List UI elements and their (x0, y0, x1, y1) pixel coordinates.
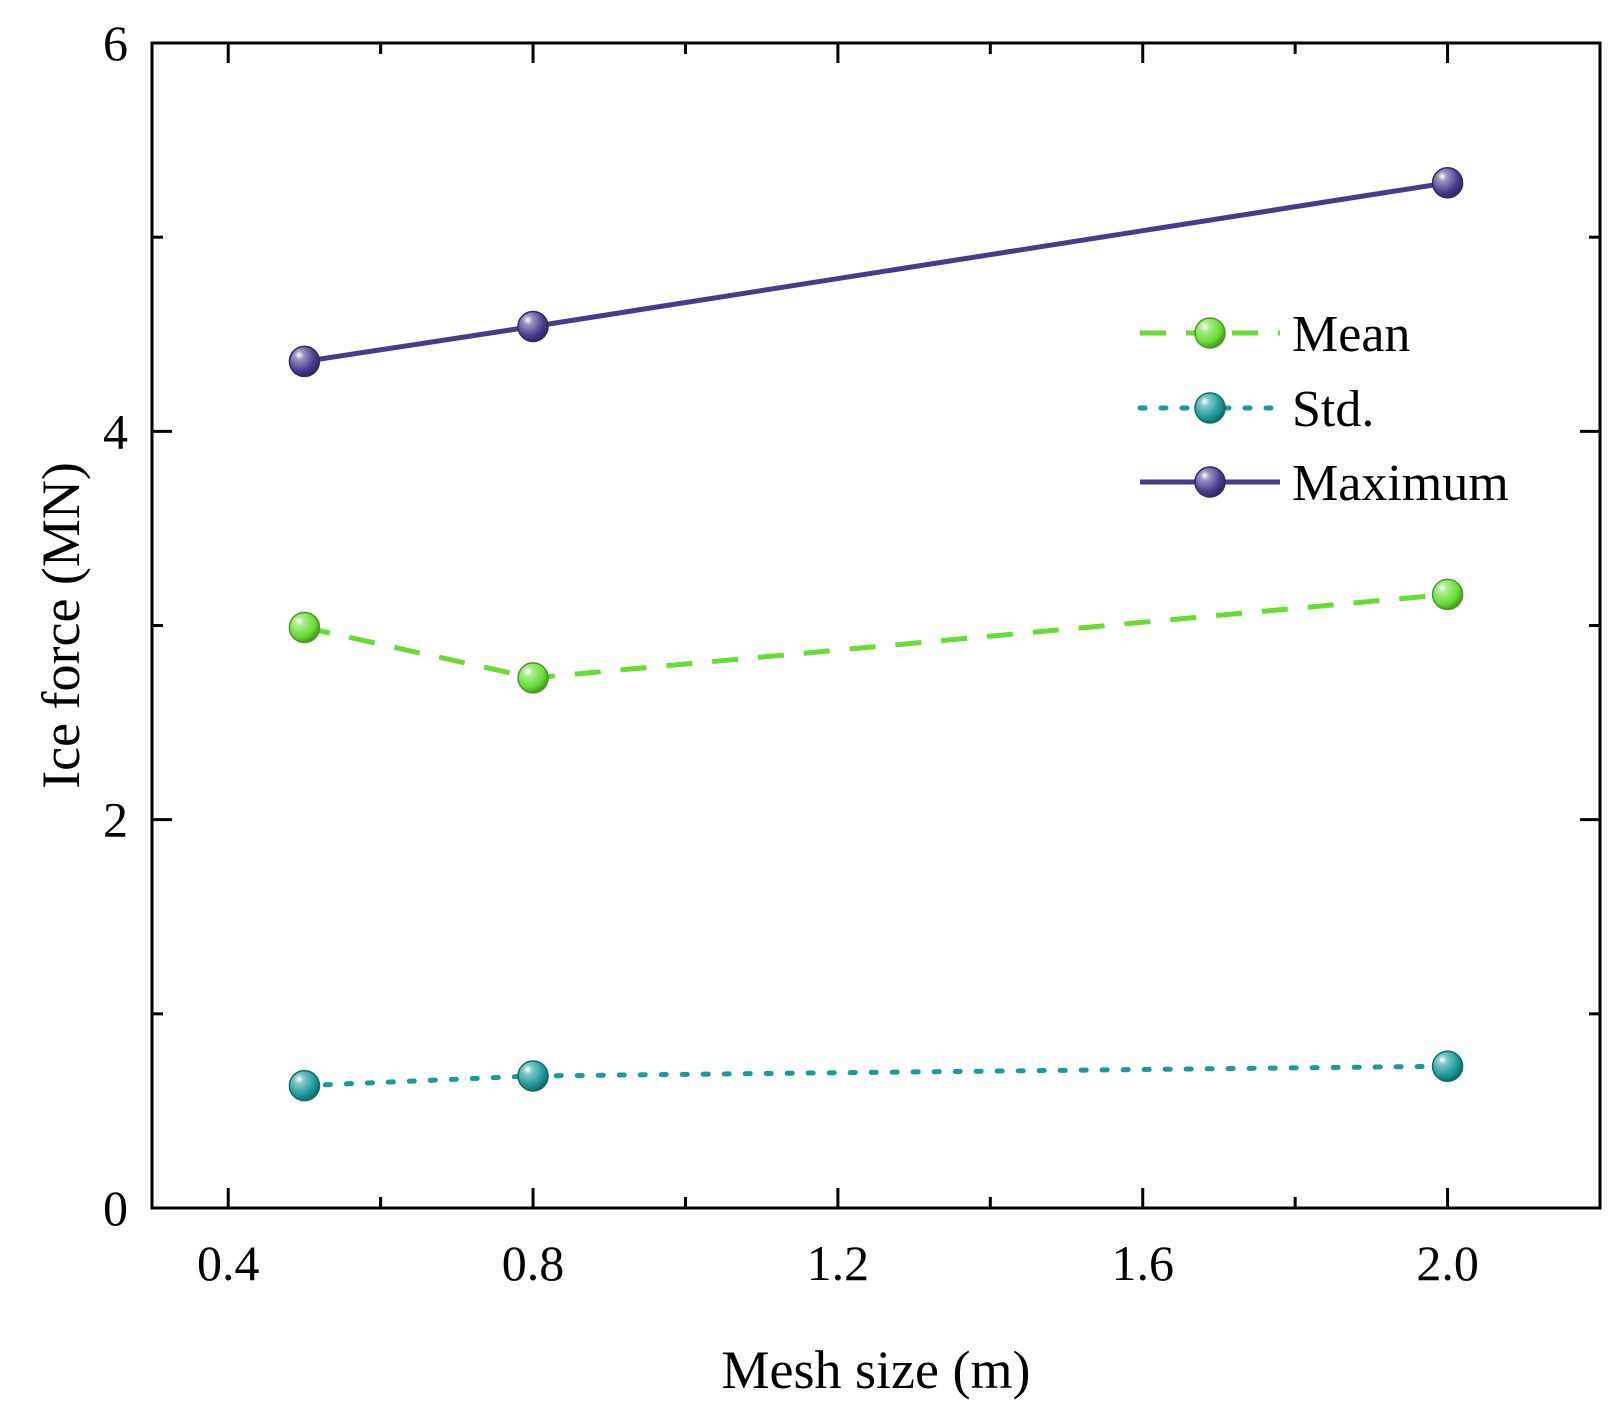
x-axis-title: Mesh size (m) (722, 1340, 1031, 1400)
series-markers (288, 167, 1464, 1102)
legend-marker-std (1194, 392, 1226, 424)
data-point-maximum (288, 345, 321, 378)
x-tick-label: 1.2 (807, 1235, 870, 1291)
x-tick-label: 0.4 (197, 1235, 260, 1291)
series-lines (301, 180, 1451, 1089)
data-point-mean (1431, 578, 1464, 611)
data-point-mean (517, 662, 549, 694)
legend-label-maximum: Maximum (1292, 455, 1509, 512)
legend: Mean Std. Maximum (1137, 306, 1509, 512)
series-line-mean (303, 591, 1448, 681)
x-tick-label: 2.0 (1416, 1235, 1479, 1291)
x-tick-label: 0.8 (502, 1235, 565, 1291)
plot-frame (150, 41, 1602, 1210)
legend-label-mean: Mean (1292, 306, 1410, 363)
x-tick-label: 1.6 (1111, 1235, 1174, 1291)
y-tick-label: 2 (103, 792, 128, 848)
data-point-std (1431, 1050, 1464, 1083)
data-point-mean (288, 611, 321, 644)
y-tick-label: 4 (103, 403, 128, 459)
legend-label-std: Std. (1292, 381, 1374, 438)
data-point-std (288, 1069, 321, 1102)
legend-marker-mean (1194, 317, 1226, 349)
legend-marker-maximum (1194, 466, 1226, 498)
series-line-std (301, 1063, 1451, 1089)
y-axis-title: Ice force (MN) (31, 462, 91, 789)
axes: 0.4 0.8 1.2 1.6 2.0 0 2 4 6 (103, 15, 1602, 1291)
y-tick-label: 6 (103, 15, 128, 71)
y-tick-label: 0 (103, 1180, 128, 1236)
data-point-maximum (1431, 167, 1464, 199)
series-line-maximum (304, 180, 1448, 364)
data-point-maximum (517, 310, 549, 343)
data-point-std (517, 1060, 549, 1092)
